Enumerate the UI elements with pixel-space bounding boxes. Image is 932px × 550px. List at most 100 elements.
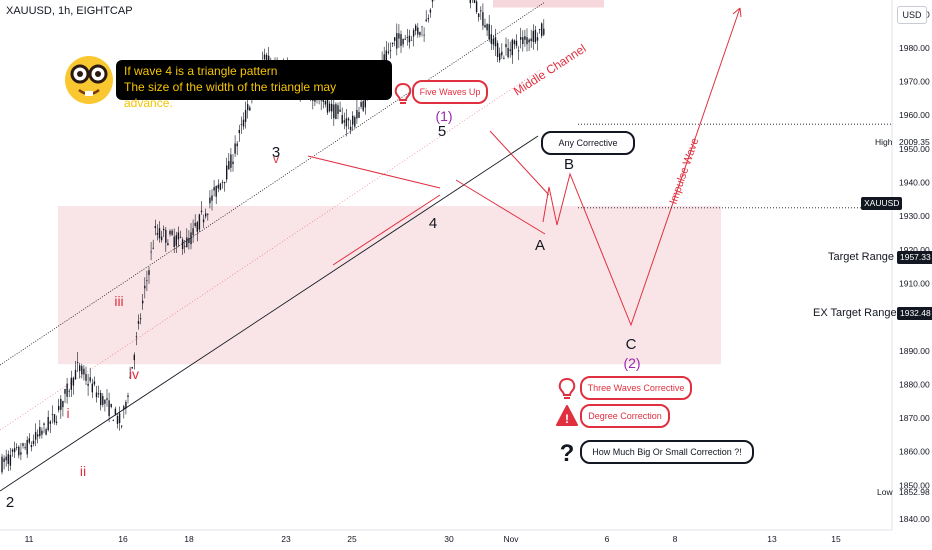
candle-body xyxy=(427,17,429,20)
candle-body xyxy=(478,13,480,18)
candle-body xyxy=(179,236,182,238)
price-tick-label: 1960.00 xyxy=(899,110,930,120)
nerd-right-eye xyxy=(95,71,101,77)
candle-body xyxy=(41,430,43,435)
candle-body xyxy=(469,0,471,4)
candle-body xyxy=(240,124,243,125)
time-tick-label: 15 xyxy=(831,534,841,544)
candle-body xyxy=(173,236,175,247)
candle-body xyxy=(223,181,226,184)
currency-button[interactable]: USD xyxy=(897,6,927,24)
candle-body xyxy=(79,365,81,372)
candle-body xyxy=(490,34,492,44)
candle-body xyxy=(106,398,108,400)
candle-body xyxy=(72,377,75,386)
projection-arrowhead xyxy=(732,7,742,18)
candle-body xyxy=(93,381,96,385)
candle-body xyxy=(347,118,350,121)
triangle-lower-line xyxy=(332,194,441,266)
candle-body xyxy=(160,236,163,241)
high-value: 2009.35 xyxy=(899,137,930,147)
candle-body xyxy=(190,232,192,245)
candle-body xyxy=(421,26,423,28)
candle-body xyxy=(91,383,93,393)
candle-body xyxy=(108,400,110,416)
diagonal-upper-line xyxy=(489,130,550,196)
candle-body xyxy=(230,154,232,168)
candle-body xyxy=(530,38,532,42)
candle-body xyxy=(482,12,484,26)
price-tick-label: 1890.00 xyxy=(899,346,930,356)
candle-body xyxy=(123,406,125,410)
candle-body xyxy=(324,100,327,105)
candle-body xyxy=(131,366,133,369)
candle-body xyxy=(181,239,184,250)
candle-body xyxy=(387,51,390,53)
candle-body xyxy=(242,119,245,127)
candle-body xyxy=(244,110,247,122)
candle-body xyxy=(511,39,513,56)
candle-body xyxy=(402,39,404,45)
wave-label-degree-2: (2) xyxy=(623,355,640,371)
candle-body xyxy=(326,98,329,113)
wave-label-4: 4 xyxy=(429,215,437,232)
candle-body xyxy=(410,39,413,41)
candle-body xyxy=(146,280,148,282)
bulb-glass xyxy=(394,82,412,101)
wave-label-B: B xyxy=(564,156,574,173)
chart-symbol-header[interactable]: XAUUSD, 1h, EIGHTCAP xyxy=(6,5,133,17)
candle-body xyxy=(341,115,343,124)
wave-label-v: v xyxy=(273,152,279,166)
nerd-face-circle xyxy=(65,56,113,104)
channel-lower-line xyxy=(0,135,539,492)
candle-body xyxy=(81,366,83,375)
candle-body xyxy=(127,395,129,398)
candle-body xyxy=(188,238,190,243)
candle-body xyxy=(394,37,396,41)
wave-label-degree-1: (1) xyxy=(435,108,452,124)
candle-body xyxy=(9,454,12,466)
candle-body xyxy=(11,449,14,452)
candle-body xyxy=(431,0,434,2)
candle-body xyxy=(125,401,127,409)
candle-body xyxy=(484,25,486,28)
candle-body xyxy=(522,37,524,45)
candle-body xyxy=(335,104,337,119)
nerd-tooth-left xyxy=(85,91,89,96)
candle-body xyxy=(62,400,64,408)
candle-body xyxy=(167,243,169,246)
note-line-1: If wave 4 is a triangle pattern xyxy=(124,64,278,78)
price-tick-label: 1870.00 xyxy=(899,413,930,423)
candle-body xyxy=(328,103,331,112)
candle-body xyxy=(68,390,70,392)
candle-body xyxy=(501,51,503,56)
candle-body xyxy=(18,446,20,456)
time-tick-label: 16 xyxy=(118,534,128,544)
candle-body xyxy=(360,102,362,107)
time-tick-label: 13 xyxy=(767,534,777,544)
candle-body xyxy=(520,37,522,40)
candle-body xyxy=(192,228,194,235)
candle-body xyxy=(503,57,505,59)
candle-body xyxy=(513,40,516,45)
time-tick-label: 8 xyxy=(673,534,678,544)
candle-body xyxy=(66,383,68,397)
warning-exclamation: ! xyxy=(565,412,569,426)
candle-body xyxy=(45,429,47,435)
candle-body xyxy=(385,50,387,63)
price-tick-label: 1980.00 xyxy=(899,43,930,53)
candle-body xyxy=(13,448,16,453)
candle-body xyxy=(26,439,28,455)
candle-body xyxy=(263,54,266,60)
candle-body xyxy=(64,389,66,394)
candle-body xyxy=(16,446,18,448)
candle-body xyxy=(496,43,499,58)
candle-body xyxy=(3,458,5,462)
candle-body xyxy=(404,38,406,40)
time-tick-label: 25 xyxy=(347,534,357,544)
price-tick-label: 1850.00 xyxy=(899,480,930,490)
candle-body xyxy=(135,336,138,338)
candle-body xyxy=(175,235,177,246)
